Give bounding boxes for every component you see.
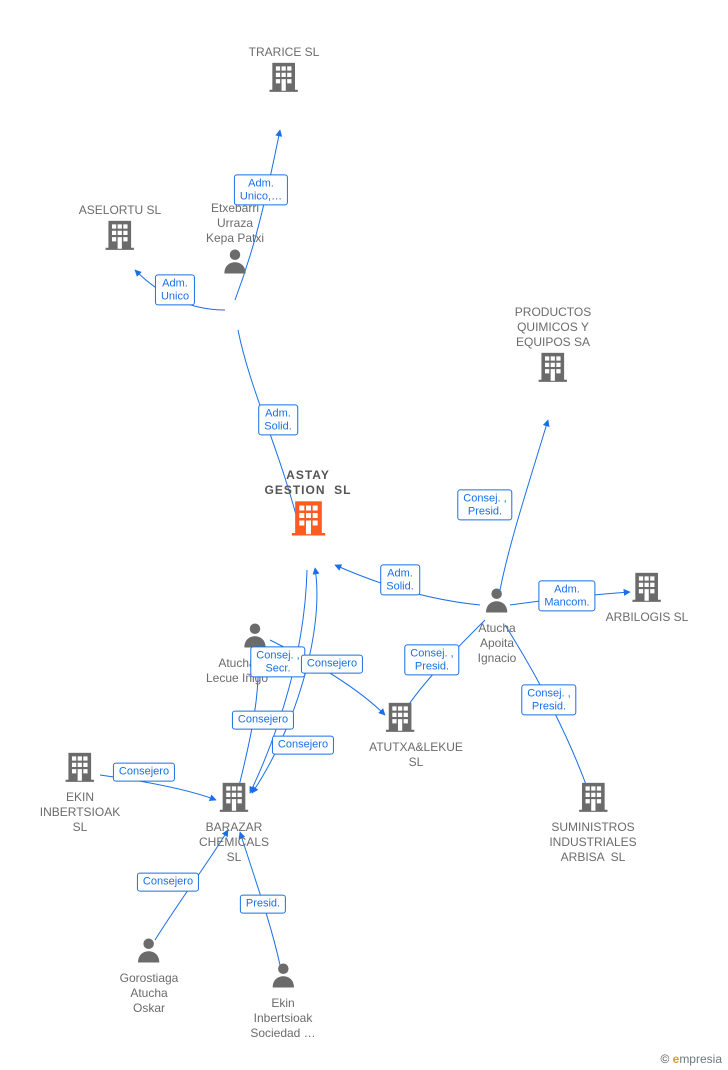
node-label: Ekin Inbertsioak Sociedad …	[250, 996, 315, 1041]
node-pqyequipos[interactable]: PRODUCTOS QUIMICOS Y EQUIPOS SA	[515, 303, 591, 388]
edge-label-10: Consejero	[272, 736, 334, 755]
brand-rest: mpresia	[679, 1052, 722, 1066]
diagram-canvas: TRARICE SL ASELORTU SL Etxebarri Urraza …	[0, 0, 728, 1070]
edge-label-13: Consejero	[137, 873, 199, 892]
node-label: ARBILOGIS SL	[606, 610, 689, 625]
node-ekin_inb[interactable]: EKIN INBERTSIOAK SL	[40, 750, 120, 835]
edge-label-1: Adm. Unico	[155, 274, 195, 305]
node-label: Atucha Lecue Iñigo	[206, 656, 268, 686]
edge-label-3: Adm. Solid.	[380, 564, 420, 595]
person-icon	[240, 620, 270, 650]
person-icon	[268, 960, 298, 990]
node-astay[interactable]: ASTAY GESTION SL	[264, 466, 351, 542]
node-label: ASELORTU SL	[79, 203, 161, 218]
edge-label-5: Adm. Mancom.	[538, 580, 595, 611]
edge-atucha_ai-atutxa-6	[405, 620, 485, 710]
copyright: © empresia	[660, 1052, 722, 1066]
node-sumin[interactable]: SUMINISTROS INDUSTRIALES ARBISA SL	[549, 780, 636, 865]
building-icon	[288, 498, 328, 538]
building-icon	[536, 350, 570, 384]
building-icon	[267, 60, 301, 94]
node-gorostiaga[interactable]: Gorostiaga Atucha Oskar	[120, 935, 179, 1016]
node-arbilogis[interactable]: ARBILOGIS SL	[606, 570, 689, 625]
node-label: ATUTXA&LEKUE SL	[369, 740, 463, 770]
building-icon	[576, 780, 610, 814]
node-label: ASTAY GESTION SL	[264, 468, 351, 498]
building-icon	[217, 780, 251, 814]
person-icon	[220, 246, 250, 276]
node-label: PRODUCTOS QUIMICOS Y EQUIPOS SA	[515, 305, 591, 350]
node-atucha_ai[interactable]: Atucha Apoita Ignacio	[478, 585, 517, 666]
building-icon	[63, 750, 97, 784]
edge-label-4: Consej. , Presid.	[457, 489, 512, 520]
node-label: Etxebarri Urraza Kepa Patxi	[206, 201, 264, 246]
edge-label-14: Presid.	[240, 895, 286, 914]
node-label: TRARICE SL	[249, 45, 320, 60]
building-icon	[383, 700, 417, 734]
node-label: SUMINISTROS INDUSTRIALES ARBISA SL	[549, 820, 636, 865]
edge-label-2: Adm. Solid.	[258, 404, 298, 435]
edge-atucha_ai-pqyequipos-4	[500, 420, 548, 590]
node-etxebarri[interactable]: Etxebarri Urraza Kepa Patxi	[206, 199, 264, 280]
edge-label-7: Consej. , Presid.	[521, 684, 576, 715]
edge-label-11: Consejero	[301, 655, 363, 674]
node-label: BARAZAR CHEMICALS SL	[199, 820, 269, 865]
edge-label-9: Consejero	[232, 711, 294, 730]
node-label: EKIN INBERTSIOAK SL	[40, 790, 120, 835]
person-icon	[482, 585, 512, 615]
edge-atucha_ai-sumin-7	[505, 625, 588, 790]
node-ekin_soc[interactable]: Ekin Inbertsioak Sociedad …	[250, 960, 315, 1041]
node-trarice[interactable]: TRARICE SL	[249, 43, 320, 98]
building-icon	[630, 570, 664, 604]
copyright-symbol: ©	[660, 1052, 672, 1066]
person-icon	[134, 935, 164, 965]
node-aselortu[interactable]: ASELORTU SL	[79, 201, 161, 256]
building-icon	[103, 218, 137, 252]
node-atucha_li[interactable]: Atucha Lecue Iñigo	[224, 620, 286, 686]
edge-label-6: Consej. , Presid.	[404, 644, 459, 675]
node-label: Atucha Apoita Ignacio	[478, 621, 517, 666]
edges-layer	[0, 0, 728, 1070]
node-label: Gorostiaga Atucha Oskar	[120, 971, 179, 1016]
node-atutxa[interactable]: ATUTXA&LEKUE SL	[353, 700, 447, 770]
edge-atucha_ai-astay-3	[335, 565, 480, 605]
node-barazar[interactable]: BARAZAR CHEMICALS SL	[199, 780, 269, 865]
edge-label-12: Consejero	[113, 763, 175, 782]
